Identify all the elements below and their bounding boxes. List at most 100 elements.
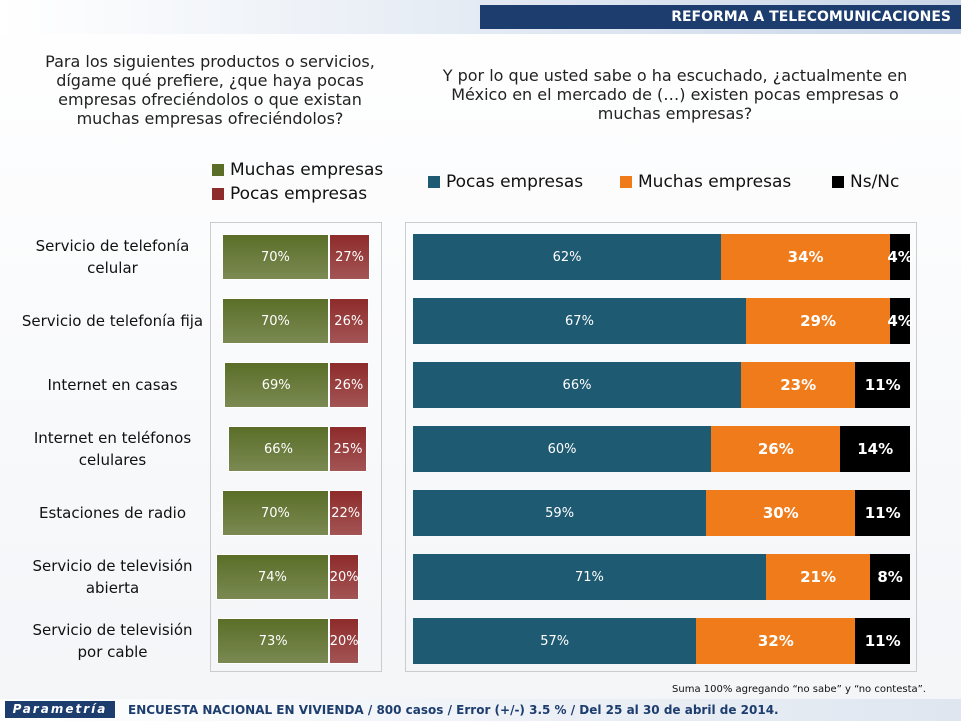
bar-segment	[855, 618, 910, 664]
header-title: REFORMA A TELECOMUNICACIONES	[480, 5, 961, 29]
value-label: 26%	[334, 313, 364, 329]
footer-band	[0, 699, 961, 721]
value-label: 73%	[258, 633, 288, 649]
value-label: 67%	[565, 313, 594, 329]
legend-label: Muchas empresas	[638, 172, 792, 192]
bar	[328, 426, 368, 472]
legend-swatch	[212, 188, 224, 200]
bar	[217, 618, 329, 664]
bar	[215, 554, 329, 600]
category-label: Internet en casas	[47, 376, 178, 394]
bar-segment	[413, 618, 697, 664]
legend-item: Ns/Nc	[832, 172, 899, 192]
left-frame	[210, 222, 382, 672]
bar-segment	[721, 234, 891, 280]
bar-segment	[706, 490, 856, 536]
value-label: 21%	[800, 568, 836, 586]
bar-segment	[413, 426, 712, 472]
legend-swatch	[620, 176, 632, 188]
value-label: 20%	[329, 633, 359, 649]
legend-label: Pocas empresas	[230, 184, 368, 204]
value-label: 34%	[787, 248, 824, 266]
bar	[222, 298, 329, 344]
value-label: 27%	[335, 249, 364, 265]
value-label: 70%	[261, 505, 290, 521]
question-left: Para los siguientes productos o servicio…	[45, 52, 375, 128]
question-right: Y por lo que usted sabe o ha escuchado, …	[442, 66, 908, 123]
footer-text: ENCUESTA NACIONAL EN VIVIENDA / 800 caso…	[128, 703, 779, 717]
bar-segment	[413, 298, 746, 344]
bar-segment	[711, 426, 841, 472]
value-label: 66%	[264, 441, 293, 457]
value-label: 70%	[261, 313, 290, 329]
value-label: 23%	[780, 376, 817, 394]
bar	[328, 298, 369, 344]
bar-segment	[855, 490, 910, 536]
bar-segment	[890, 298, 910, 344]
bar	[328, 362, 369, 408]
value-label: 32%	[757, 632, 794, 650]
legend-label: Pocas empresas	[446, 172, 584, 192]
note: Suma 100% agregando “no sabe” y “no cont…	[672, 684, 926, 695]
bar-segment	[890, 234, 910, 280]
category-label: Servicio de telefonía fija	[21, 312, 204, 330]
value-label: 14%	[857, 440, 894, 458]
value-label: 66%	[562, 377, 592, 393]
bar-segment	[741, 362, 856, 408]
bar	[328, 554, 360, 600]
legend-label: Muchas empresas	[230, 160, 384, 180]
value-label: 4%	[887, 248, 913, 266]
bar-segment	[765, 554, 871, 600]
bar	[223, 362, 329, 408]
legend-swatch	[428, 176, 440, 188]
bar-segment	[413, 490, 707, 536]
category-label: Estaciones de radio	[38, 504, 187, 522]
value-label: 8%	[877, 568, 903, 586]
category-label: Servicio de televisión por cable	[32, 621, 193, 661]
bar-segment	[696, 618, 856, 664]
value-label: 26%	[757, 440, 794, 458]
value-label: 11%	[864, 632, 901, 650]
value-label: 4%	[887, 312, 913, 330]
legend-item: Pocas empresas	[212, 184, 367, 204]
footer-brand: Parametría	[5, 701, 115, 718]
value-label: 29%	[800, 312, 836, 330]
value-label: 30%	[762, 504, 799, 522]
legend-item: Muchas empresas	[620, 172, 791, 192]
value-label: 26%	[334, 377, 364, 393]
bar-segment	[413, 362, 742, 408]
legend-label: Ns/Nc	[850, 172, 900, 192]
bar-segment	[413, 234, 722, 280]
bar-segment	[855, 362, 910, 408]
bar	[222, 490, 329, 536]
bar-segment	[413, 554, 766, 600]
legend-item: Pocas empresas	[428, 172, 583, 192]
bar	[328, 234, 371, 280]
value-label: 69%	[261, 377, 291, 393]
legend-swatch	[212, 164, 224, 176]
value-label: 71%	[574, 569, 604, 585]
value-label: 11%	[864, 504, 901, 522]
value-label: 60%	[547, 441, 577, 457]
category-label: Servicio de telefonía celular	[35, 237, 190, 277]
category-label: Servicio de televisión abierta	[32, 557, 193, 597]
legend-swatch	[832, 176, 844, 188]
bar	[328, 618, 360, 664]
right-frame	[405, 222, 917, 672]
value-label: 57%	[540, 633, 570, 649]
value-label: 11%	[864, 376, 901, 394]
bar	[228, 426, 329, 472]
value-label: 62%	[552, 249, 582, 265]
value-label: 70%	[261, 249, 290, 265]
value-label: 22%	[331, 505, 361, 521]
legend-item: Muchas empresas	[212, 160, 383, 180]
value-label: 25%	[333, 441, 363, 457]
value-label: 59%	[545, 505, 575, 521]
bar	[222, 234, 329, 280]
bar-segment	[745, 298, 891, 344]
value-label: 20%	[329, 569, 359, 585]
value-label: 74%	[257, 569, 287, 585]
category-label: Internet en teléfonos celulares	[33, 429, 192, 469]
bar-segment	[870, 554, 910, 600]
